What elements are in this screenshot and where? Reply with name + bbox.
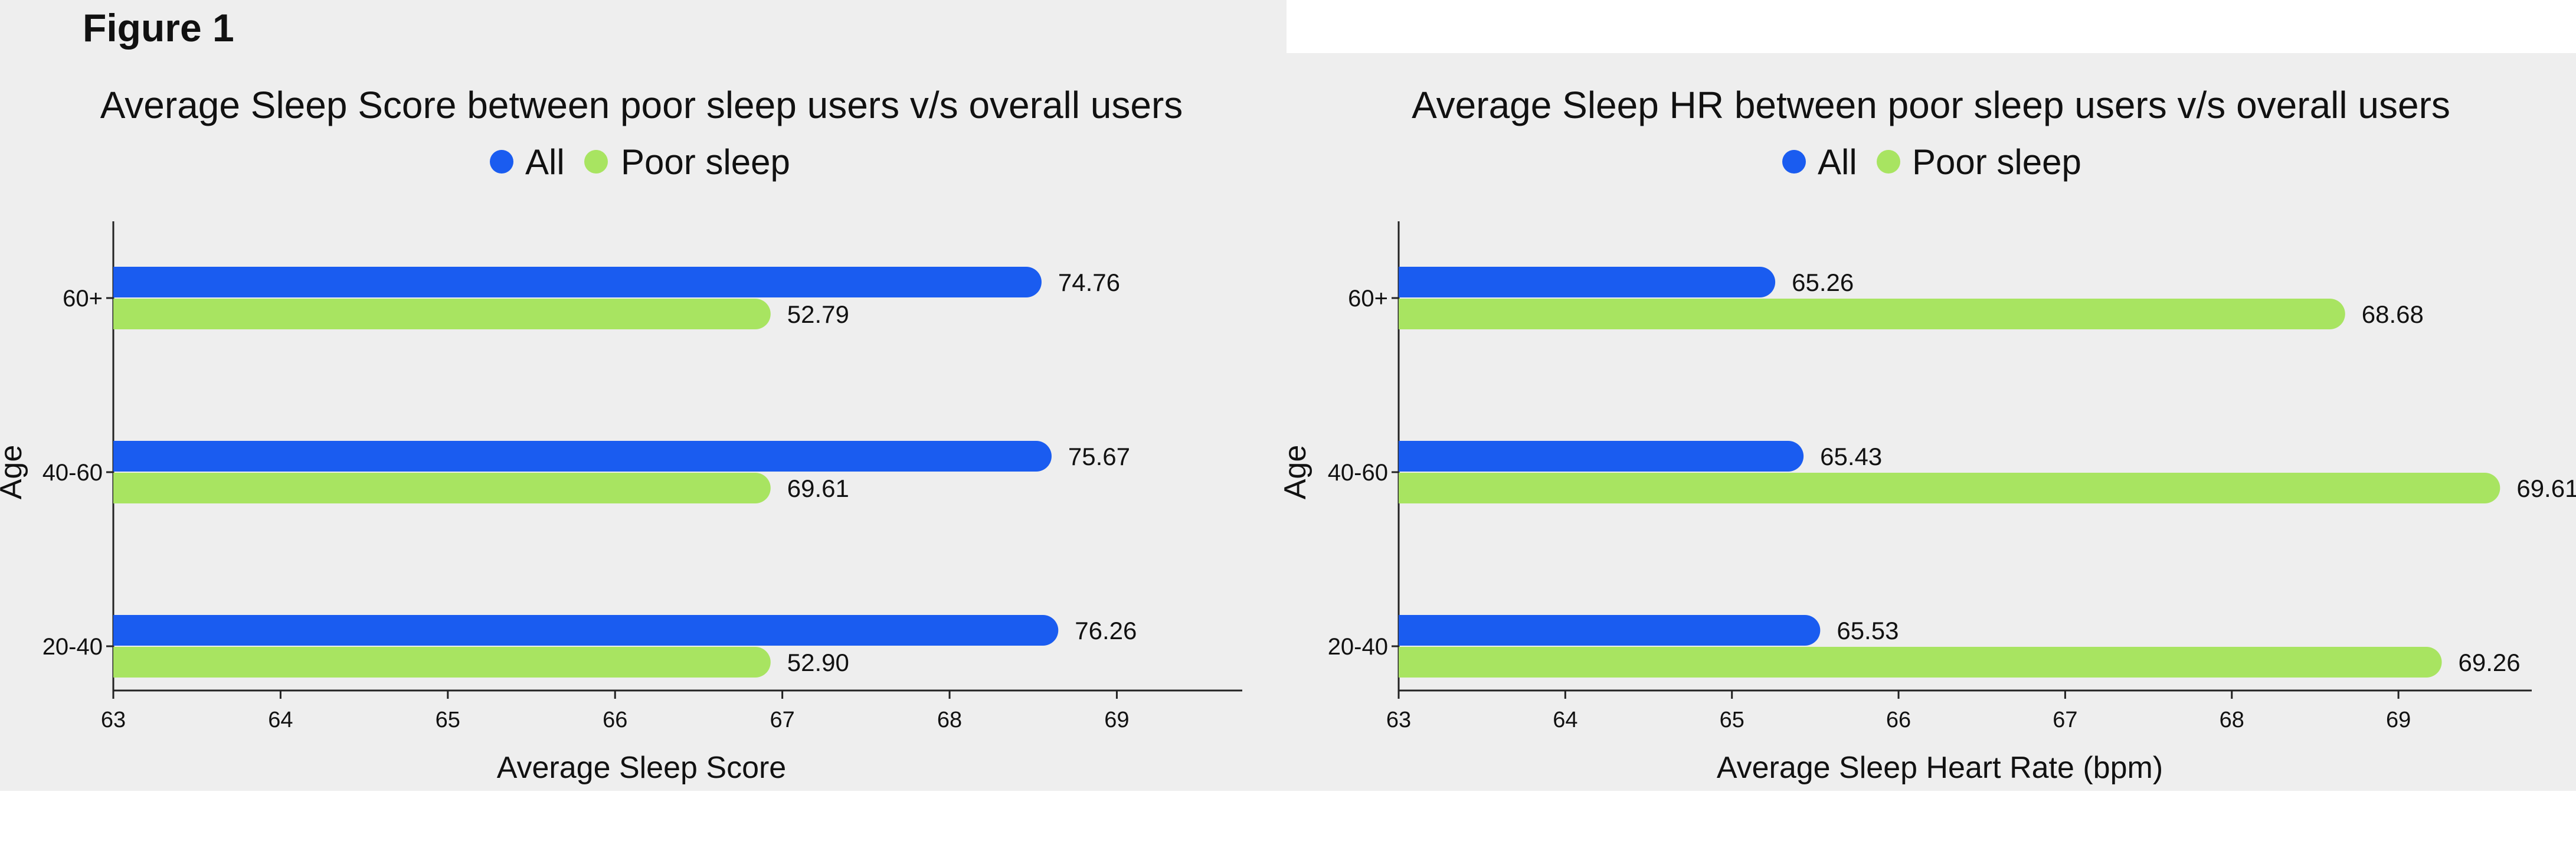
legend-marker-poor-sleep bbox=[584, 150, 608, 174]
x-tick-label: 67 bbox=[770, 708, 794, 732]
y-tick-label: 20-40 bbox=[42, 634, 103, 660]
plot-area: 63 64 65 66 67 68 69 60+ 74.76 52.79 40-60 75.67 69.… bbox=[42, 221, 1242, 732]
chart-title: Average Sleep Score between poor sleep u… bbox=[100, 84, 1183, 126]
legend: All Poor sleep bbox=[490, 142, 790, 182]
x-tick-label: 65 bbox=[1720, 708, 1744, 732]
x-tick-label: 69 bbox=[2386, 708, 2411, 732]
y-tick-label: 60+ bbox=[63, 286, 103, 312]
data-label: 65.43 bbox=[1820, 443, 1882, 470]
data-label: 69.61 bbox=[2516, 475, 2576, 502]
y-axis-label: Age bbox=[1278, 445, 1312, 500]
x-axis-label: Average Sleep Score bbox=[497, 751, 786, 785]
x-tick-label: 68 bbox=[937, 708, 962, 732]
legend-marker-all bbox=[1782, 150, 1806, 174]
bar-poor-sleep bbox=[1399, 299, 2345, 329]
bar-poor-sleep bbox=[1399, 473, 2500, 503]
y-tick-label: 40-60 bbox=[42, 460, 103, 486]
x-tick-label: 66 bbox=[603, 708, 627, 732]
y-tick-label: 20-40 bbox=[1328, 634, 1388, 660]
legend: All Poor sleep bbox=[1782, 142, 2081, 182]
figure-label: Figure 1 bbox=[83, 6, 234, 50]
legend-marker-all bbox=[490, 150, 513, 174]
chart-sleep-heart-rate: Average Sleep HR between poor sleep user… bbox=[1278, 84, 2576, 785]
data-label: 75.67 bbox=[1068, 443, 1130, 470]
x-tick-label: 68 bbox=[2220, 708, 2244, 732]
data-label: 68.68 bbox=[2362, 300, 2424, 328]
x-tick-label: 63 bbox=[101, 708, 126, 732]
bar-all bbox=[113, 267, 1042, 297]
legend-marker-poor-sleep bbox=[1877, 150, 1900, 174]
data-label: 52.90 bbox=[787, 649, 849, 676]
data-label: 76.26 bbox=[1075, 617, 1137, 644]
x-axis-label: Average Sleep Heart Rate (bpm) bbox=[1717, 751, 2163, 785]
bar-poor-sleep bbox=[113, 473, 771, 503]
x-tick-label: 63 bbox=[1386, 708, 1411, 732]
bar-poor-sleep bbox=[113, 299, 771, 329]
data-label: 69.61 bbox=[787, 475, 849, 502]
data-label: 65.53 bbox=[1837, 617, 1899, 644]
chart-title: Average Sleep HR between poor sleep user… bbox=[1412, 84, 2450, 126]
x-tick-label: 64 bbox=[1553, 708, 1577, 732]
y-tick-label: 60+ bbox=[1348, 286, 1388, 312]
data-label: 65.26 bbox=[1792, 269, 1854, 296]
legend-label-all: All bbox=[1818, 142, 1857, 182]
bar-all bbox=[1399, 615, 1821, 646]
data-label: 74.76 bbox=[1058, 269, 1120, 296]
y-axis-label: Age bbox=[0, 445, 28, 500]
bar-all bbox=[1399, 267, 1776, 297]
data-label: 69.26 bbox=[2459, 649, 2521, 676]
legend-label-poor-sleep: Poor sleep bbox=[1912, 142, 2081, 182]
legend-label-all: All bbox=[525, 142, 565, 182]
x-tick-label: 67 bbox=[2053, 708, 2077, 732]
y-tick-label: 40-60 bbox=[1328, 460, 1388, 486]
x-tick-label: 65 bbox=[436, 708, 460, 732]
data-label: 52.79 bbox=[787, 300, 849, 328]
bar-poor-sleep bbox=[113, 647, 771, 678]
bar-poor-sleep bbox=[1399, 647, 2442, 678]
legend-label-poor-sleep: Poor sleep bbox=[621, 142, 790, 182]
chart-sleep-score: Average Sleep Score between poor sleep u… bbox=[0, 84, 1242, 785]
bar-all bbox=[113, 441, 1052, 472]
bar-all bbox=[1399, 441, 1804, 472]
x-tick-label: 64 bbox=[268, 708, 293, 732]
x-tick-label: 66 bbox=[1886, 708, 1911, 732]
x-tick-label: 69 bbox=[1104, 708, 1129, 732]
plot-area: 63 64 65 66 67 68 69 60+ 65.26 68.68 40-60 65.43 69.… bbox=[1328, 221, 2576, 732]
bar-all bbox=[113, 615, 1059, 646]
